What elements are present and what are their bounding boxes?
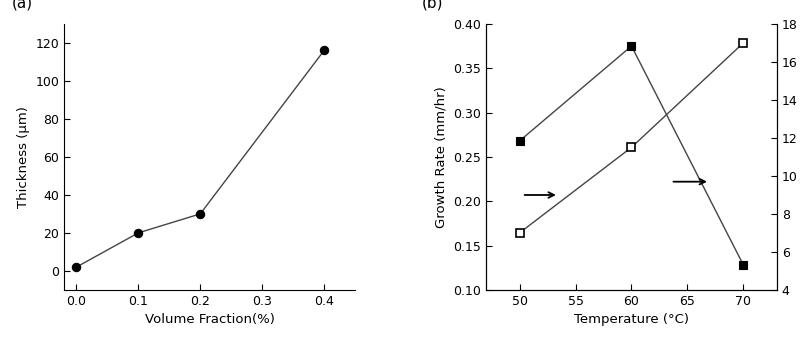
X-axis label: Temperature (°C): Temperature (°C): [574, 313, 689, 326]
X-axis label: Volume Fraction(%): Volume Fraction(%): [145, 313, 275, 326]
Y-axis label: Thickness (μm): Thickness (μm): [17, 106, 30, 208]
Text: (a): (a): [12, 0, 33, 11]
Y-axis label: Growth Rate (mm/hr): Growth Rate (mm/hr): [435, 86, 448, 228]
Text: (b): (b): [422, 0, 444, 11]
